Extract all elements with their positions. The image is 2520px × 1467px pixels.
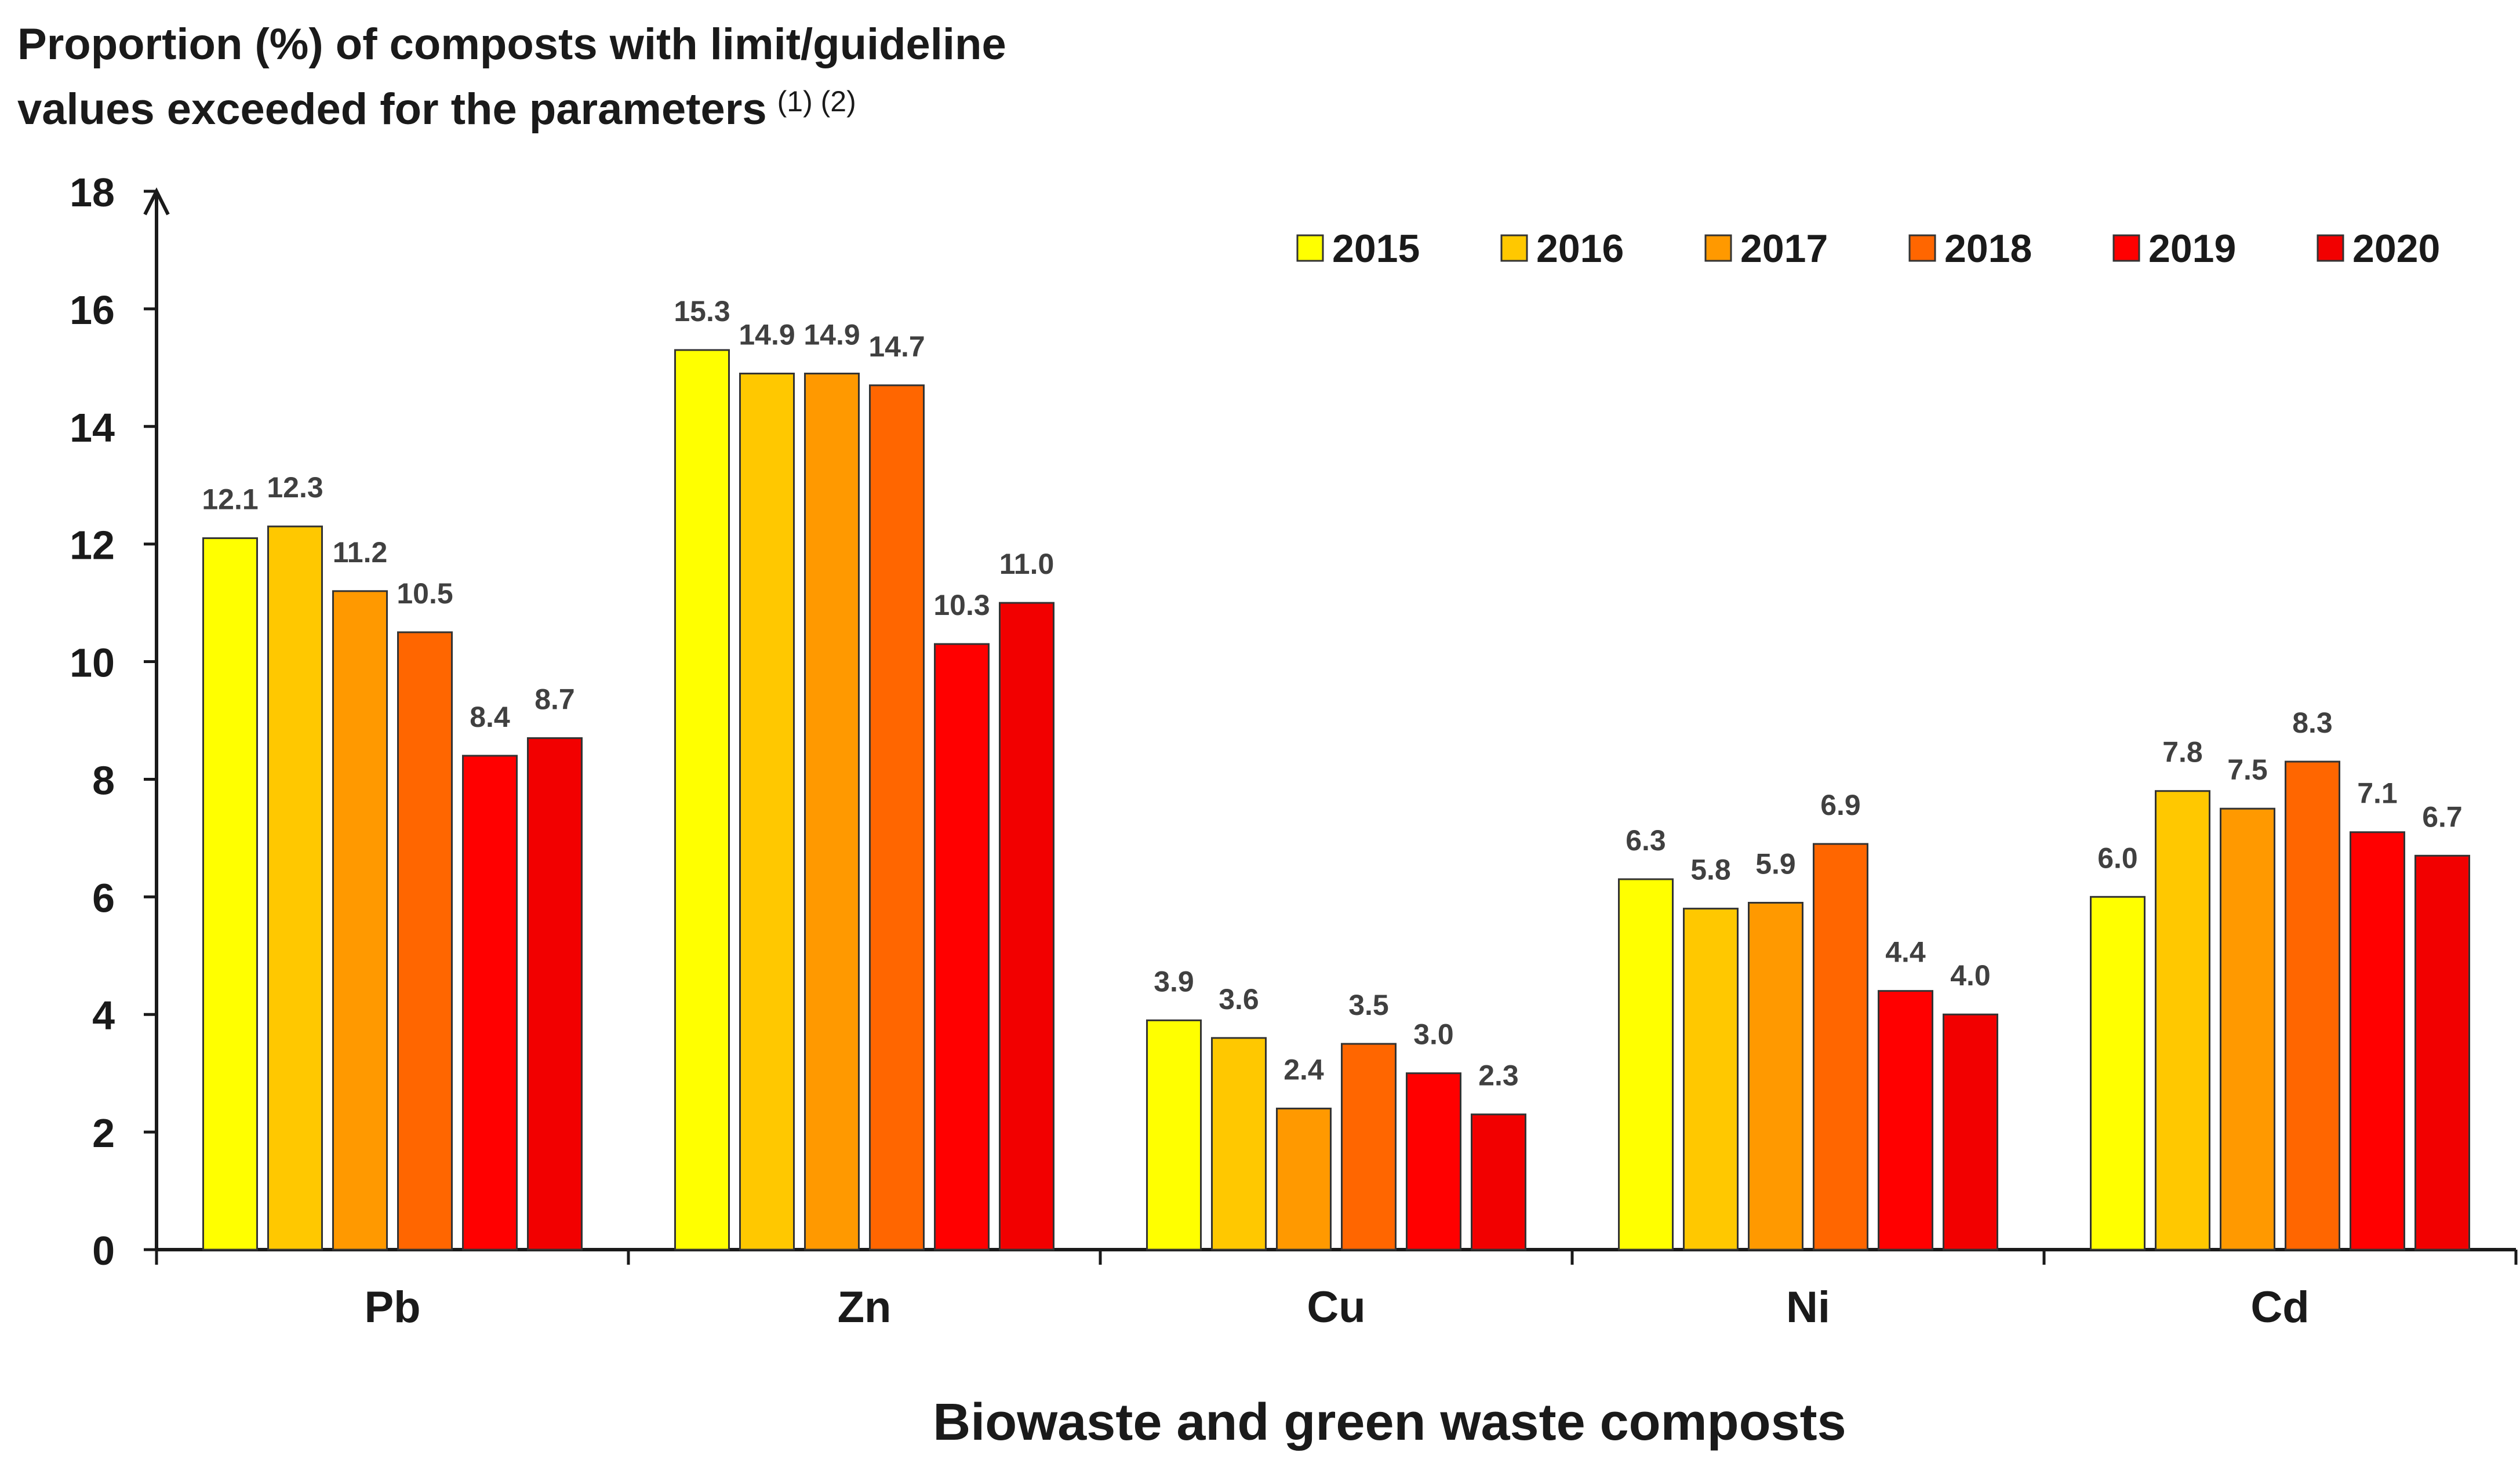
data-label: 10.3	[933, 589, 990, 621]
data-label: 14.7	[868, 330, 925, 363]
y-tick-label: 16	[70, 287, 115, 333]
y-tick-label: 12	[70, 523, 115, 568]
x-category-label: Ni	[1786, 1283, 1830, 1332]
bar	[2414, 854, 2470, 1251]
data-label: 5.9	[1755, 847, 1796, 880]
bar	[397, 631, 453, 1251]
chart-title-line-1: Proportion (%) of composts with limit/gu…	[17, 20, 1006, 69]
bar	[1146, 1019, 1202, 1251]
bar	[1943, 1013, 1998, 1251]
bar	[739, 372, 795, 1251]
chart-title: Proportion (%) of composts with limit/gu…	[17, 20, 1006, 134]
data-label: 11.2	[333, 536, 388, 569]
data-label: 10.5	[397, 577, 453, 610]
bar	[332, 590, 388, 1251]
y-tick-label: 18	[70, 170, 115, 215]
bar	[527, 737, 583, 1251]
chart-title-line-2: values exceeded for the parameters (1) (2…	[17, 85, 856, 134]
legend-label: 2020	[2352, 227, 2440, 271]
data-label: 14.9	[803, 318, 860, 351]
bar	[2285, 760, 2340, 1251]
data-label: 3.6	[1219, 983, 1259, 1015]
data-label: 3.0	[1413, 1018, 1454, 1051]
chart-title-line-2-text: values exceeded for the parameters	[17, 85, 767, 134]
bar	[1618, 878, 1674, 1251]
bar	[1211, 1037, 1267, 1251]
data-label: 6.3	[1626, 824, 1666, 857]
legend-label: 2019	[2148, 227, 2236, 271]
y-tick-label: 14	[70, 405, 115, 450]
x-category-label: Pb	[364, 1283, 420, 1332]
data-label: 12.1	[202, 483, 258, 516]
chart-legend: 2015 2016 2017 2018 2019 2020	[1296, 227, 2440, 271]
y-tick-label: 0	[92, 1228, 115, 1273]
bar	[674, 349, 730, 1251]
bar	[999, 602, 1054, 1251]
y-tick-label: 8	[92, 758, 115, 803]
data-label: 4.0	[1950, 959, 1991, 992]
data-label: 2.3	[1478, 1060, 1519, 1092]
y-tick-label: 2	[92, 1111, 115, 1156]
x-axis-title: Biowaste and green waste composts	[933, 1393, 1846, 1451]
bar	[2350, 831, 2405, 1251]
bar	[1276, 1108, 1332, 1251]
data-label: 12.3	[267, 471, 323, 504]
bar	[1471, 1113, 1526, 1251]
bar	[2090, 896, 2146, 1251]
legend-swatch	[2112, 234, 2140, 262]
bar	[2220, 807, 2275, 1251]
data-label: 5.8	[1690, 854, 1731, 886]
chart-title-footnote: (1) (2)	[777, 85, 856, 118]
x-category-label: Zn	[838, 1283, 892, 1332]
x-category-label: Cu	[1307, 1283, 1365, 1332]
legend-swatch	[2317, 234, 2344, 262]
data-label: 6.7	[2422, 800, 2463, 833]
data-label: 7.8	[2162, 736, 2203, 769]
legend-swatch	[1296, 234, 1324, 262]
y-tick-label: 6	[92, 875, 115, 920]
data-label: 6.9	[1820, 789, 1861, 821]
bar	[1341, 1043, 1397, 1251]
bar	[869, 384, 925, 1251]
data-label: 2.4	[1283, 1054, 1324, 1086]
bar	[2155, 790, 2210, 1251]
bar	[1683, 908, 1739, 1251]
bar	[267, 525, 323, 1251]
bar	[1748, 901, 1803, 1251]
legend-label: 2016	[1536, 227, 1624, 271]
data-label: 7.5	[2227, 753, 2268, 786]
data-label: 4.4	[1885, 936, 1926, 969]
data-label: 8.3	[2292, 707, 2333, 739]
legend-label: 2015	[1332, 227, 1420, 271]
chart-bars	[202, 349, 2470, 1251]
data-label: 3.9	[1154, 965, 1194, 998]
legend-label: 2018	[1944, 227, 2032, 271]
bar	[202, 537, 258, 1251]
legend-swatch	[1908, 234, 1936, 262]
data-label: 8.4	[470, 701, 510, 733]
bar	[934, 643, 990, 1251]
x-category-label: Cd	[2250, 1283, 2309, 1332]
y-tick-label: 4	[92, 993, 115, 1038]
bar	[804, 372, 860, 1251]
data-label: 8.7	[534, 683, 575, 715]
legend-swatch	[1704, 234, 1732, 262]
bar	[462, 755, 518, 1251]
bar	[1813, 843, 1868, 1251]
legend-label: 2017	[1740, 227, 1828, 271]
bar	[1878, 990, 1933, 1251]
data-label: 3.5	[1348, 989, 1389, 1021]
data-label: 6.0	[2097, 842, 2138, 874]
y-tick-label: 10	[70, 640, 115, 686]
data-label: 15.3	[674, 295, 730, 327]
data-label: 11.0	[999, 548, 1054, 580]
data-label: 14.9	[739, 318, 795, 351]
bar	[1406, 1072, 1461, 1251]
chart-data-labels: 12.1 12.311.210.58.48.715.314.9 14.9 14.710…	[202, 295, 2462, 1092]
data-label: 7.1	[2357, 777, 2398, 810]
legend-swatch	[1500, 234, 1528, 262]
